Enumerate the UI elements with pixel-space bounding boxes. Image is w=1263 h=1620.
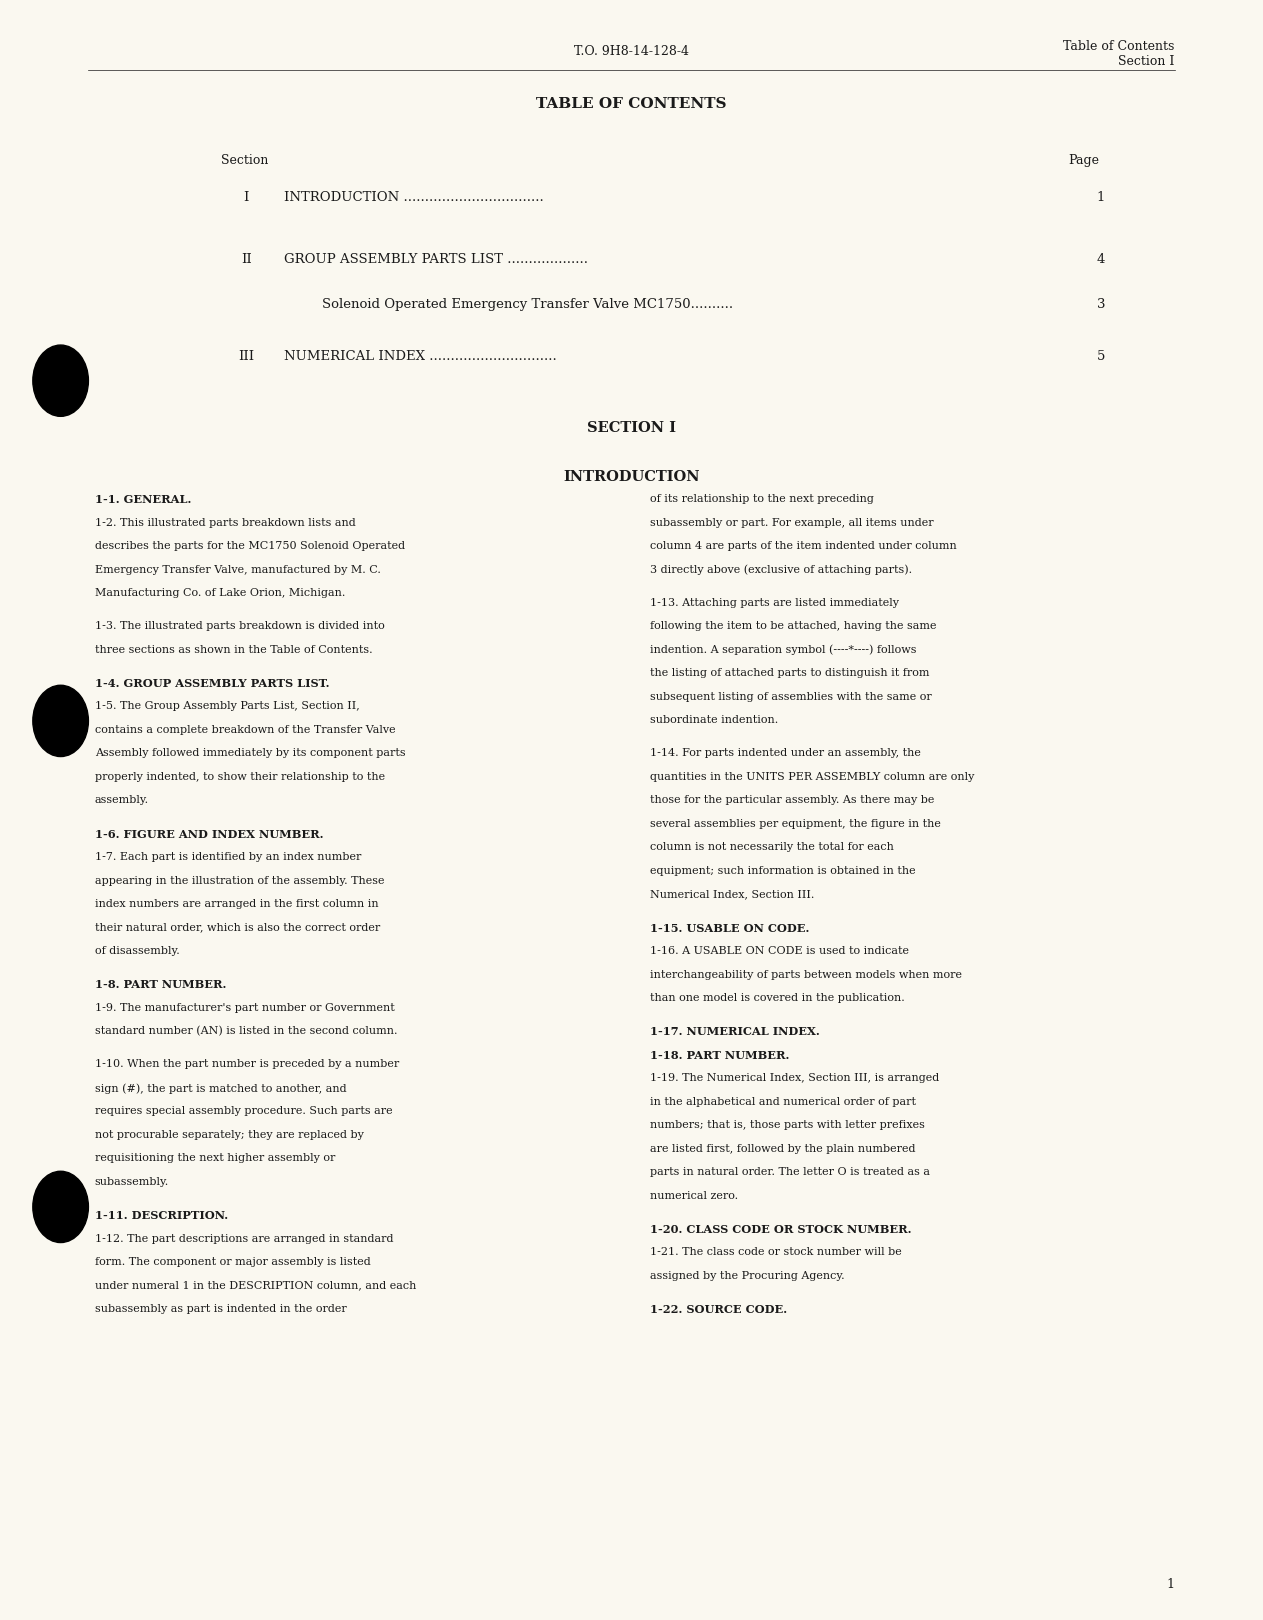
Text: the listing of attached parts to distinguish it from: the listing of attached parts to disting… (650, 667, 930, 679)
Text: 1-16. A USABLE ON CODE is used to indicate: 1-16. A USABLE ON CODE is used to indica… (650, 946, 909, 956)
Text: 1-17. NUMERICAL INDEX.: 1-17. NUMERICAL INDEX. (650, 1025, 820, 1037)
Text: subsequent listing of assemblies with the same or: subsequent listing of assemblies with th… (650, 692, 932, 701)
Text: I: I (244, 191, 249, 204)
Text: 1-14. For parts indented under an assembly, the: 1-14. For parts indented under an assemb… (650, 748, 921, 758)
Text: 1-15. USABLE ON CODE.: 1-15. USABLE ON CODE. (650, 922, 810, 933)
Text: in the alphabetical and numerical order of part: in the alphabetical and numerical order … (650, 1097, 917, 1106)
Text: 1-18. PART NUMBER.: 1-18. PART NUMBER. (650, 1050, 789, 1061)
Text: 1-21. The class code or stock number will be: 1-21. The class code or stock number wil… (650, 1247, 902, 1257)
Circle shape (33, 345, 88, 416)
Text: quantities in the UNITS PER ASSEMBLY column are only: quantities in the UNITS PER ASSEMBLY col… (650, 771, 975, 782)
Text: III: III (239, 350, 254, 363)
Text: assembly.: assembly. (95, 795, 149, 805)
Text: Assembly followed immediately by its component parts: Assembly followed immediately by its com… (95, 748, 405, 758)
Text: requires special assembly procedure. Such parts are: requires special assembly procedure. Suc… (95, 1106, 393, 1116)
Text: Section: Section (221, 154, 269, 167)
Text: their natural order, which is also the correct order: their natural order, which is also the c… (95, 922, 380, 933)
Text: GROUP ASSEMBLY PARTS LIST ...................: GROUP ASSEMBLY PARTS LIST ..............… (284, 253, 589, 266)
Text: column is not necessarily the total for each: column is not necessarily the total for … (650, 842, 894, 852)
Text: under numeral 1 in the DESCRIPTION column, and each: under numeral 1 in the DESCRIPTION colum… (95, 1280, 416, 1291)
Text: subassembly as part is indented in the order: subassembly as part is indented in the o… (95, 1304, 346, 1314)
Text: than one model is covered in the publication.: than one model is covered in the publica… (650, 993, 906, 1003)
Text: requisitioning the next higher assembly or: requisitioning the next higher assembly … (95, 1153, 335, 1163)
Circle shape (33, 1171, 88, 1243)
Text: properly indented, to show their relationship to the: properly indented, to show their relatio… (95, 771, 385, 782)
Text: 1-3. The illustrated parts breakdown is divided into: 1-3. The illustrated parts breakdown is … (95, 620, 384, 632)
Text: II: II (241, 253, 251, 266)
Text: are listed first, followed by the plain numbered: are listed first, followed by the plain … (650, 1144, 916, 1153)
Text: 1-7. Each part is identified by an index number: 1-7. Each part is identified by an index… (95, 852, 361, 862)
Text: 3: 3 (1096, 298, 1105, 311)
Text: sign (#), the part is matched to another, and: sign (#), the part is matched to another… (95, 1082, 346, 1094)
Text: 1-2. This illustrated parts breakdown lists and: 1-2. This illustrated parts breakdown li… (95, 518, 355, 528)
Text: 1-22. SOURCE CODE.: 1-22. SOURCE CODE. (650, 1304, 788, 1315)
Text: 1-5. The Group Assembly Parts List, Section II,: 1-5. The Group Assembly Parts List, Sect… (95, 701, 360, 711)
Text: Emergency Transfer Valve, manufactured by M. C.: Emergency Transfer Valve, manufactured b… (95, 564, 380, 575)
Text: TABLE OF CONTENTS: TABLE OF CONTENTS (537, 97, 726, 112)
Text: 5: 5 (1096, 350, 1105, 363)
Text: Section I: Section I (1118, 55, 1175, 68)
Text: 1-1. GENERAL.: 1-1. GENERAL. (95, 494, 191, 505)
Text: INTRODUCTION .................................: INTRODUCTION ...........................… (284, 191, 544, 204)
Text: 4: 4 (1096, 253, 1105, 266)
Text: subordinate indention.: subordinate indention. (650, 714, 779, 726)
Circle shape (33, 685, 88, 757)
Text: not procurable separately; they are replaced by: not procurable separately; they are repl… (95, 1129, 364, 1140)
Text: Solenoid Operated Emergency Transfer Valve MC1750..........: Solenoid Operated Emergency Transfer Val… (322, 298, 734, 311)
Text: standard number (AN) is listed in the second column.: standard number (AN) is listed in the se… (95, 1025, 398, 1037)
Text: column 4 are parts of the item indented under column: column 4 are parts of the item indented … (650, 541, 957, 551)
Text: 1-19. The Numerical Index, Section III, is arranged: 1-19. The Numerical Index, Section III, … (650, 1072, 940, 1084)
Text: indention. A separation symbol (----*----) follows: indention. A separation symbol (----*---… (650, 645, 917, 656)
Text: 1-8. PART NUMBER.: 1-8. PART NUMBER. (95, 978, 226, 990)
Text: contains a complete breakdown of the Transfer Valve: contains a complete breakdown of the Tra… (95, 724, 395, 735)
Text: subassembly or part. For example, all items under: subassembly or part. For example, all it… (650, 518, 935, 528)
Text: 1-9. The manufacturer's part number or Government: 1-9. The manufacturer's part number or G… (95, 1003, 394, 1012)
Text: SECTION I: SECTION I (587, 421, 676, 436)
Text: several assemblies per equipment, the figure in the: several assemblies per equipment, the fi… (650, 818, 941, 829)
Text: those for the particular assembly. As there may be: those for the particular assembly. As th… (650, 795, 935, 805)
Text: INTRODUCTION: INTRODUCTION (563, 470, 700, 484)
Text: parts in natural order. The letter O is treated as a: parts in natural order. The letter O is … (650, 1166, 931, 1178)
Text: interchangeability of parts between models when more: interchangeability of parts between mode… (650, 969, 962, 980)
Text: three sections as shown in the Table of Contents.: three sections as shown in the Table of … (95, 645, 373, 654)
Text: 1-11. DESCRIPTION.: 1-11. DESCRIPTION. (95, 1210, 227, 1221)
Text: equipment; such information is obtained in the: equipment; such information is obtained … (650, 865, 916, 876)
Text: Numerical Index, Section III.: Numerical Index, Section III. (650, 889, 815, 899)
Text: assigned by the Procuring Agency.: assigned by the Procuring Agency. (650, 1270, 845, 1281)
Text: 1-12. The part descriptions are arranged in standard: 1-12. The part descriptions are arranged… (95, 1233, 393, 1244)
Text: Manufacturing Co. of Lake Orion, Michigan.: Manufacturing Co. of Lake Orion, Michiga… (95, 588, 345, 598)
Text: T.O. 9H8-14-128-4: T.O. 9H8-14-128-4 (573, 45, 690, 58)
Text: appearing in the illustration of the assembly. These: appearing in the illustration of the ass… (95, 875, 384, 886)
Text: 1-10. When the part number is preceded by a number: 1-10. When the part number is preceded b… (95, 1059, 399, 1069)
Text: describes the parts for the MC1750 Solenoid Operated: describes the parts for the MC1750 Solen… (95, 541, 405, 551)
Text: numerical zero.: numerical zero. (650, 1191, 739, 1200)
Text: Page: Page (1067, 154, 1099, 167)
Text: of disassembly.: of disassembly. (95, 946, 179, 956)
Text: numbers; that is, those parts with letter prefixes: numbers; that is, those parts with lette… (650, 1119, 926, 1131)
Text: 1: 1 (1096, 191, 1105, 204)
Text: 1-20. CLASS CODE OR STOCK NUMBER.: 1-20. CLASS CODE OR STOCK NUMBER. (650, 1223, 912, 1234)
Text: index numbers are arranged in the first column in: index numbers are arranged in the first … (95, 899, 379, 909)
Text: 3 directly above (exclusive of attaching parts).: 3 directly above (exclusive of attaching… (650, 564, 913, 575)
Text: form. The component or major assembly is listed: form. The component or major assembly is… (95, 1257, 370, 1267)
Text: 1-13. Attaching parts are listed immediately: 1-13. Attaching parts are listed immedia… (650, 598, 899, 608)
Text: 1-4. GROUP ASSEMBLY PARTS LIST.: 1-4. GROUP ASSEMBLY PARTS LIST. (95, 677, 330, 688)
Text: 1: 1 (1167, 1578, 1175, 1591)
Text: NUMERICAL INDEX ..............................: NUMERICAL INDEX ........................… (284, 350, 557, 363)
Text: 1-6. FIGURE AND INDEX NUMBER.: 1-6. FIGURE AND INDEX NUMBER. (95, 828, 323, 839)
Text: subassembly.: subassembly. (95, 1176, 169, 1187)
Text: Table of Contents: Table of Contents (1063, 40, 1175, 53)
Text: following the item to be attached, having the same: following the item to be attached, havin… (650, 620, 937, 632)
Text: of its relationship to the next preceding: of its relationship to the next precedin… (650, 494, 874, 504)
